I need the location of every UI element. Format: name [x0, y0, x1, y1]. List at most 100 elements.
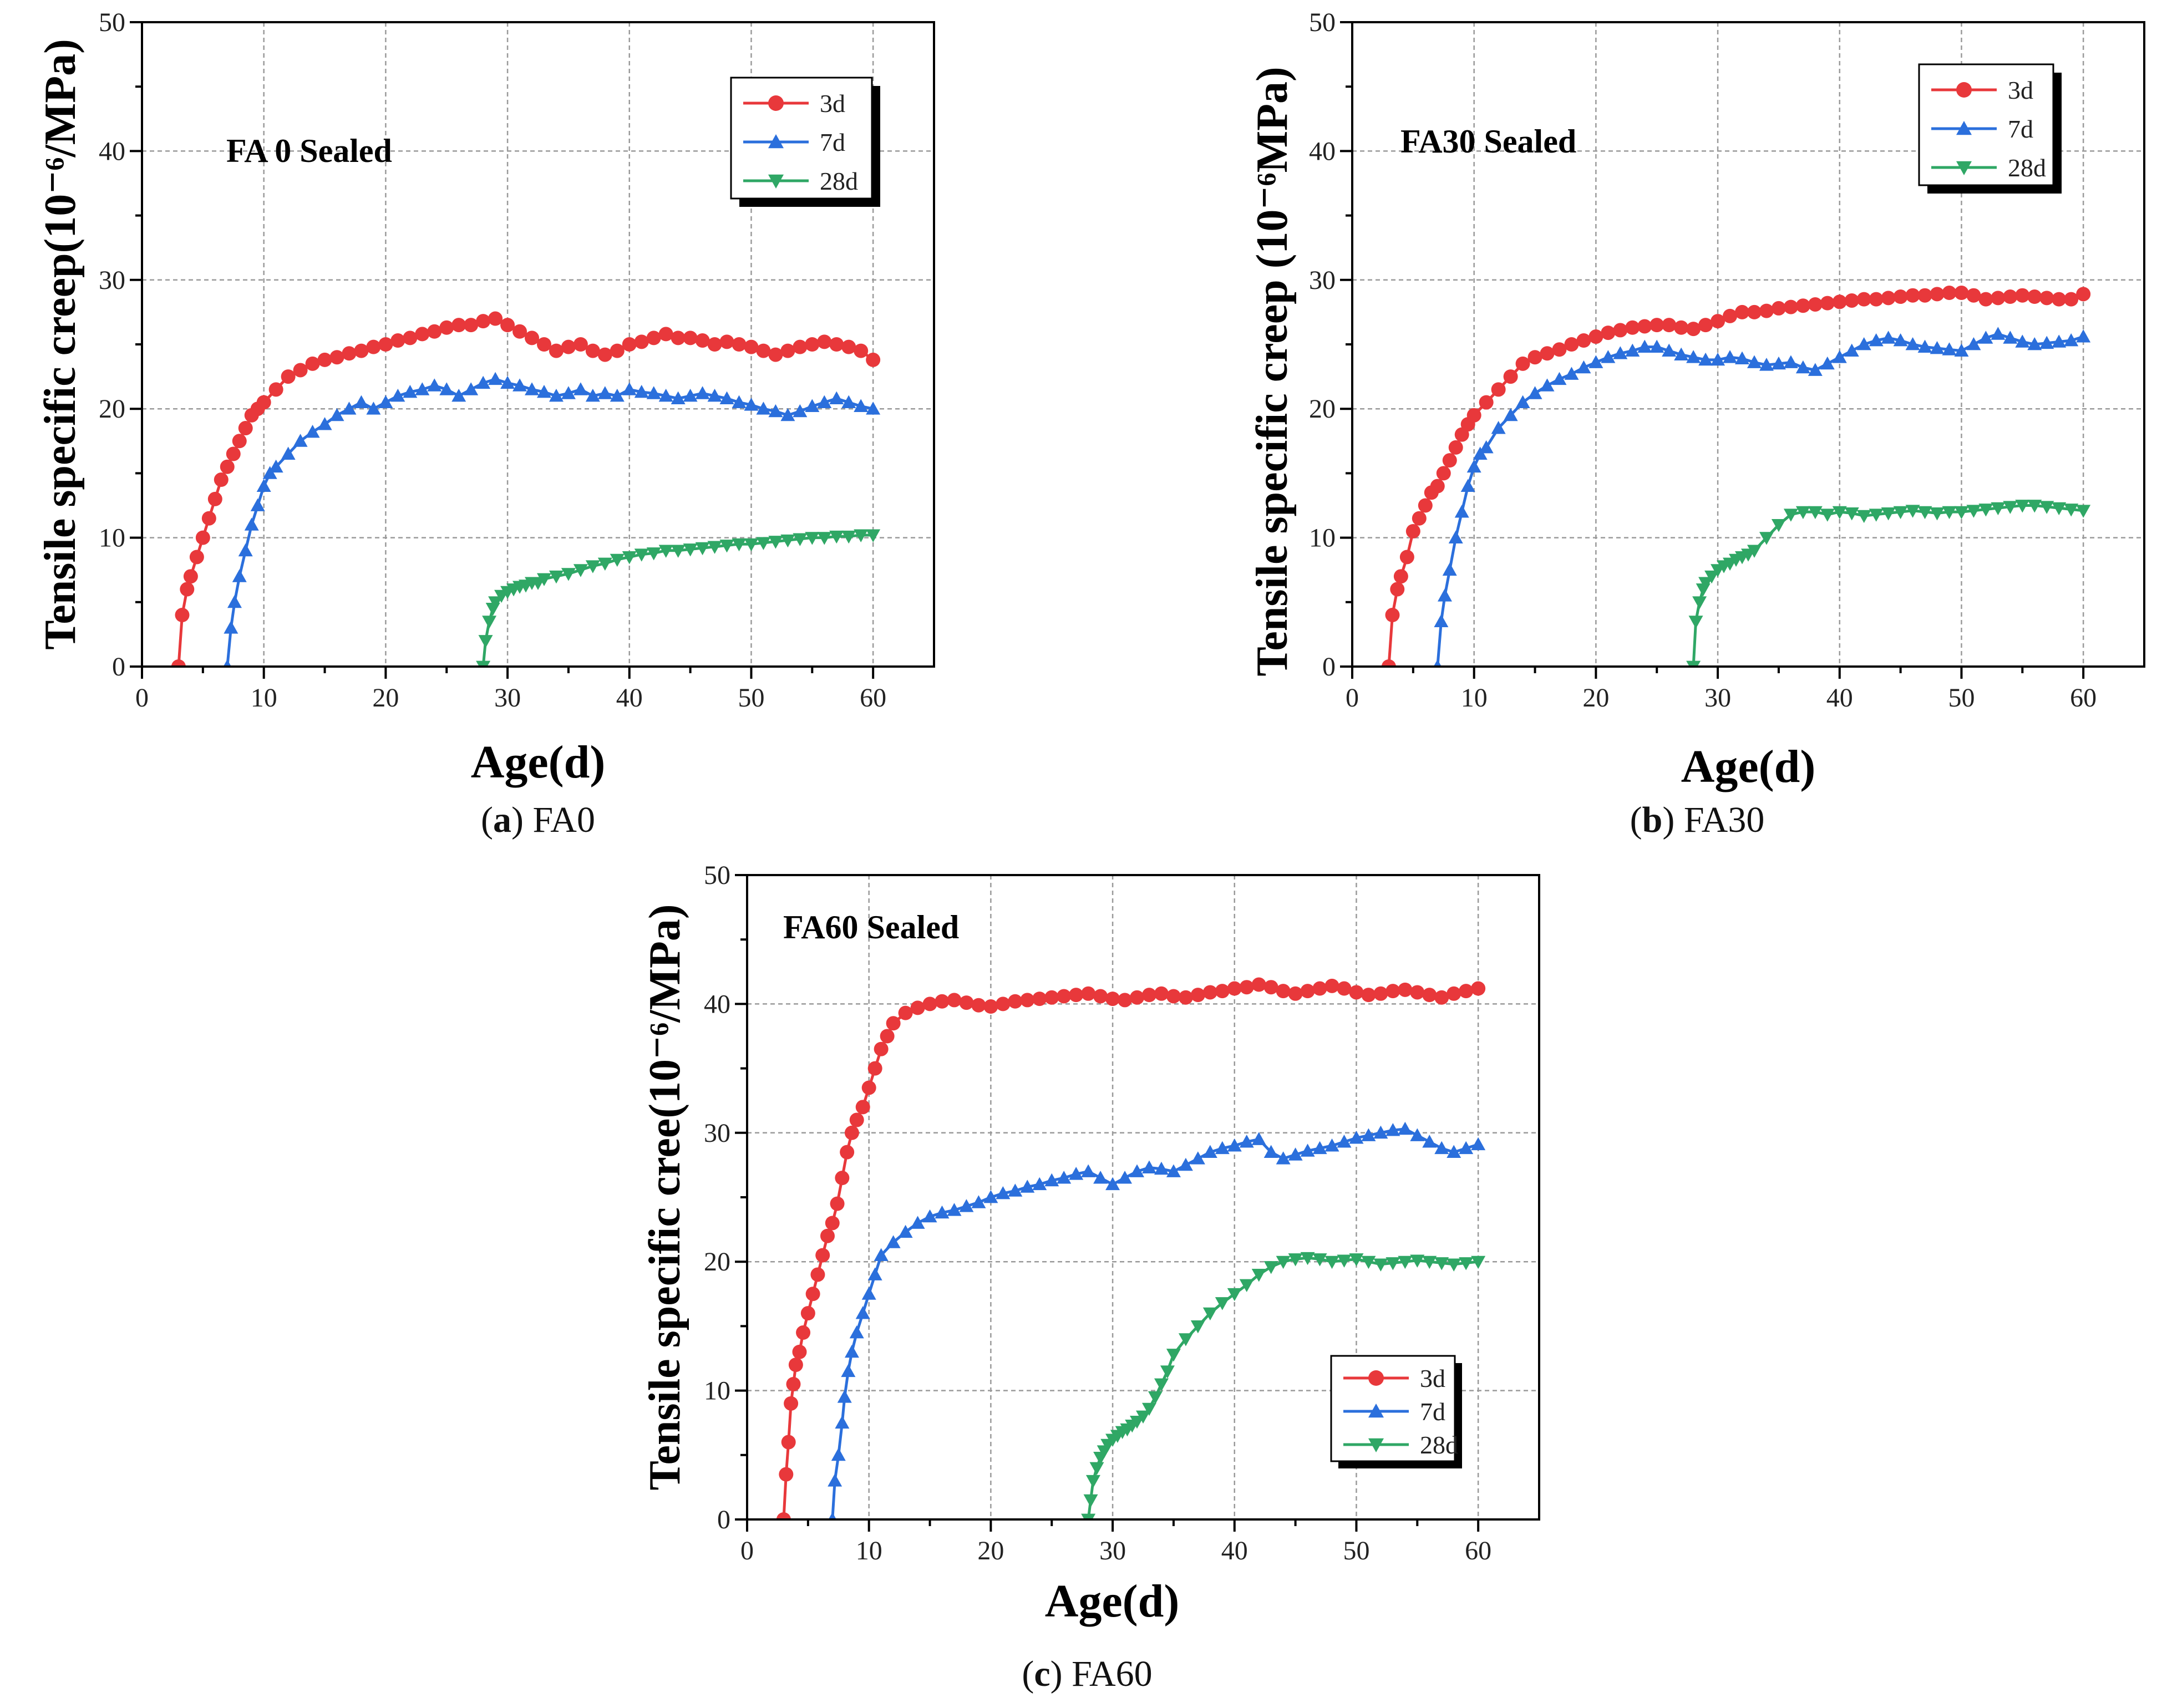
point-7d [1881, 331, 1896, 344]
legend-marker-3d [768, 95, 784, 111]
point-7d [378, 395, 393, 408]
point-7d [256, 479, 271, 492]
legend-label-28d: 28d [820, 167, 858, 195]
point-28d [1081, 1513, 1096, 1519]
point-28d [1141, 1402, 1156, 1416]
point-7d [780, 408, 795, 421]
x-tick-label: 60 [860, 683, 886, 713]
x-tick-label: 0 [135, 683, 149, 713]
point-7d [1527, 386, 1542, 399]
point-28d [1893, 506, 1908, 520]
point-3d [1759, 303, 1774, 318]
point-28d [1869, 509, 1884, 522]
point-28d [488, 596, 503, 609]
point-7d [1202, 1145, 1217, 1158]
point-7d [861, 1287, 876, 1300]
legend-entries: 3d 7d 28d [1343, 1364, 1458, 1459]
point-3d [1430, 479, 1445, 494]
point-3d [1410, 985, 1425, 1000]
point-3d [1412, 511, 1427, 526]
point-7d [2015, 334, 2030, 348]
point-3d [1263, 980, 1278, 995]
point-7d [2003, 331, 2018, 344]
point-7d [1869, 333, 1884, 347]
point-28d [646, 547, 661, 561]
legend-marker-28d [1368, 1438, 1384, 1452]
point-7d [867, 1267, 882, 1280]
point-7d [854, 399, 869, 412]
point-7d [1552, 372, 1567, 385]
point-28d [1459, 1257, 1474, 1270]
point-7d [910, 1216, 925, 1229]
point-3d [1202, 985, 1217, 1000]
panel-fa30: 0 10 20 30 40 50 60 0 10 20 30 40 50 FA3… [1248, 8, 2145, 840]
point-28d [756, 537, 771, 550]
point-3d [1650, 318, 1664, 333]
point-3d [427, 324, 442, 339]
point-3d [232, 434, 247, 449]
point-28d [1930, 507, 1945, 521]
point-3d [1251, 977, 1266, 992]
y-tick-label: 30 [704, 1119, 730, 1148]
caption-letter: c [1034, 1654, 1050, 1694]
point-7d [390, 388, 405, 402]
point-3d [439, 320, 454, 335]
point-3d [776, 1512, 791, 1519]
point-7d [1942, 342, 1957, 355]
point-3d [175, 608, 190, 623]
point-7d [329, 408, 344, 421]
x-axis-title: Age(d) [471, 736, 606, 788]
x-tick-labels: 0 10 20 30 40 50 60 [135, 683, 886, 713]
point-3d [207, 491, 222, 506]
point-3d [1381, 659, 1396, 667]
point-3d [476, 314, 491, 329]
point-3d [1808, 297, 1823, 312]
point-7d [1491, 421, 1506, 434]
x-tick-label: 0 [1346, 683, 1359, 713]
point-3d [830, 1196, 845, 1211]
point-7d [561, 386, 576, 399]
point-7d [1991, 327, 2006, 340]
point-28d [1312, 1253, 1327, 1267]
point-3d [1361, 988, 1376, 1003]
point-3d [683, 331, 698, 345]
point-3d [1954, 286, 1969, 301]
point-7d [1893, 333, 1908, 347]
point-28d [707, 541, 722, 554]
point-3d [820, 1228, 835, 1243]
point-7d [1105, 1177, 1120, 1191]
point-7d [1650, 339, 1664, 353]
point-3d [779, 1467, 794, 1482]
point-28d [1089, 1462, 1104, 1476]
point-3d [866, 352, 881, 367]
point-3d [855, 1100, 870, 1115]
point-28d [549, 570, 564, 584]
point-7d [244, 517, 259, 531]
point-3d [800, 1306, 815, 1321]
series-group [1381, 286, 2091, 667]
point-7d [464, 382, 479, 395]
point-3d [780, 343, 795, 358]
y-tick-labels: 0 10 20 30 40 50 [704, 861, 730, 1534]
point-7d [268, 459, 283, 473]
point-7d [971, 1195, 986, 1208]
point-7d [1178, 1157, 1193, 1171]
point-3d [744, 339, 759, 354]
point-3d [788, 1358, 803, 1372]
point-7d [874, 1248, 889, 1261]
point-3d [861, 1080, 876, 1095]
point-3d [1032, 992, 1047, 1006]
point-3d [1869, 292, 1884, 307]
y-tick-label: 30 [1309, 266, 1336, 295]
point-7d [224, 621, 238, 634]
point-3d [329, 350, 344, 365]
point-7d [658, 388, 673, 402]
point-28d [536, 573, 551, 586]
legend-box [1918, 63, 2054, 186]
point-3d [768, 347, 783, 362]
point-3d [792, 1344, 807, 1359]
point-28d [610, 553, 625, 567]
point-3d [305, 356, 320, 371]
y-tick-label: 0 [717, 1505, 730, 1534]
point-7d [841, 1364, 856, 1377]
